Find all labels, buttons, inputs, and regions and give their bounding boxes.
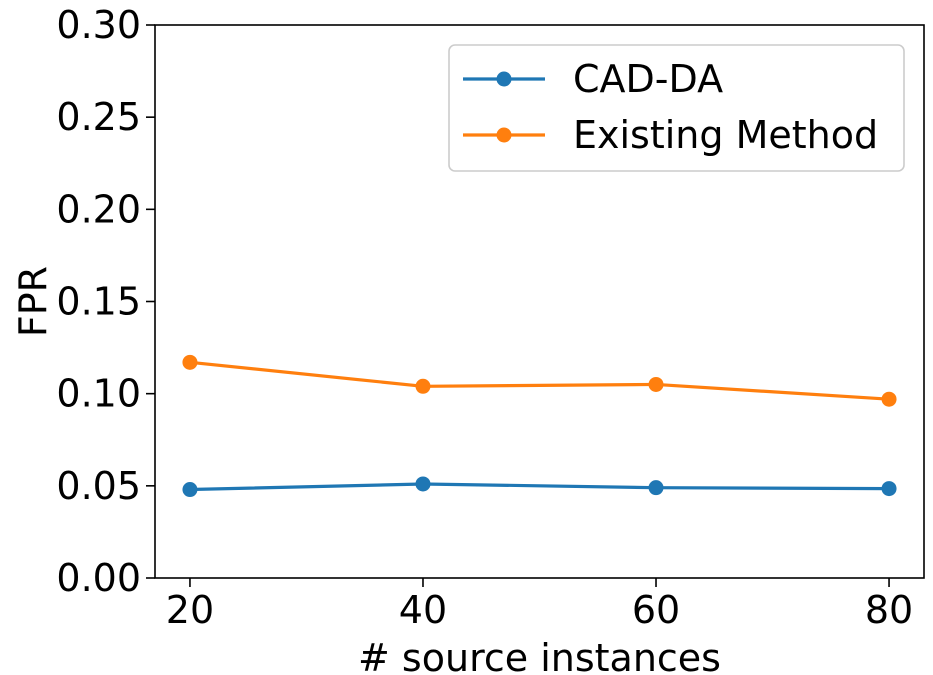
series-line	[189, 360, 890, 401]
x-axis-ticks: 20 40 60 80	[166, 578, 913, 632]
y-tick-label: 0.15	[56, 280, 141, 324]
y-tick-label: 0.25	[56, 95, 141, 139]
y-tick-label: 0.30	[56, 3, 141, 47]
data-point	[648, 376, 664, 392]
data-point	[182, 482, 198, 498]
data-point	[881, 481, 897, 497]
legend-label: CAD-DA	[573, 57, 723, 101]
data-point	[182, 354, 198, 370]
y-tick-label: 0.05	[56, 464, 141, 508]
series-existing-method	[182, 354, 897, 407]
data-point	[881, 391, 897, 407]
x-tick-label: 60	[632, 588, 680, 632]
x-tick-label: 20	[166, 588, 214, 632]
series-cad-da	[182, 476, 897, 498]
legend-box	[448, 44, 905, 172]
legend-marker	[496, 71, 512, 87]
series-layer	[182, 354, 897, 498]
data-point	[415, 476, 431, 492]
data-point	[415, 378, 431, 394]
legend: CAD-DA Existing Method	[448, 44, 905, 172]
y-tick-label: 0.00	[56, 556, 141, 600]
y-axis-ticks: 0.00 0.05 0.10 0.15 0.20 0.25 0.30	[56, 3, 155, 600]
series-line	[189, 482, 890, 492]
y-tick-label: 0.20	[56, 187, 141, 231]
x-axis-label: # source instances	[358, 636, 721, 675]
x-tick-label: 80	[865, 588, 913, 632]
legend-label: Existing Method	[573, 113, 878, 157]
x-tick-label: 40	[399, 588, 447, 632]
y-axis-label: FPR	[11, 266, 55, 337]
legend-marker	[496, 127, 512, 143]
data-point	[648, 480, 664, 496]
y-tick-label: 0.10	[56, 372, 141, 416]
